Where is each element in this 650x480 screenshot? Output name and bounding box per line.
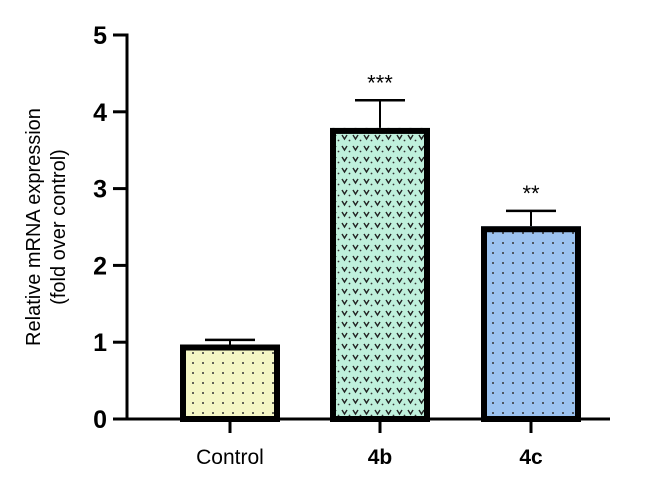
bar-pattern-2	[481, 226, 581, 419]
y-axis: 0 1 2 3 4 5	[93, 22, 129, 434]
x-tick-label-2: 4c	[519, 446, 543, 469]
x-tick-label-0: Control	[196, 446, 264, 469]
y-tick-label-3: 3	[93, 176, 107, 204]
y-tick-label-0: 0	[93, 406, 107, 434]
y-tick-label-4: 4	[93, 99, 107, 127]
y-axis-title-line2: (fold over control)	[48, 149, 70, 305]
y-tick-label-1: 1	[93, 329, 107, 357]
bar-group-4c: **	[481, 181, 581, 422]
y-axis-title-line1: Relative mRNA expression	[23, 108, 45, 346]
y-tick-label-2: 2	[93, 252, 107, 280]
bar-pattern-0	[180, 344, 280, 419]
bar-pattern-1	[330, 127, 430, 419]
significance-label-1: ***	[367, 70, 393, 95]
x-tick-label-1: 4b	[368, 446, 393, 469]
bars-group: *****	[180, 70, 581, 422]
bar-group-control	[180, 338, 280, 422]
y-axis-title: Relative mRNA expression (fold over cont…	[23, 108, 70, 346]
x-axis: Control 4b 4c	[127, 417, 610, 469]
significance-label-2: **	[522, 181, 540, 206]
y-tick-label-5: 5	[93, 22, 107, 50]
bar-group-4b: ***	[330, 70, 430, 422]
